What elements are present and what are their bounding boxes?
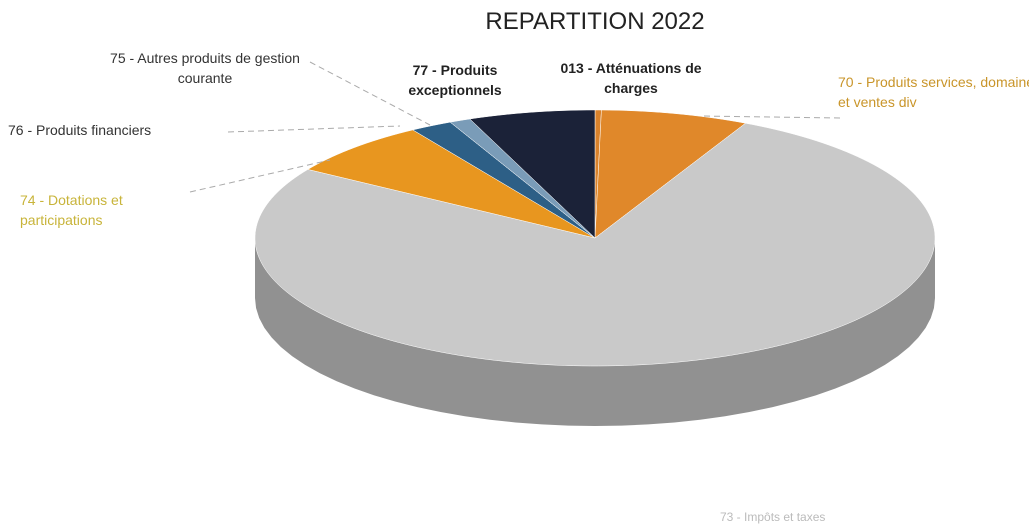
leader-line [189,159,331,193]
leader-line [227,125,401,133]
slice-label: 76 - Produits financiers [8,122,152,138]
slice-label: 75 - Autres produits de gestion courante [110,50,300,86]
slice [469,109,596,239]
leader-line [309,61,431,126]
slice-label: 73 - Impôts et taxes [720,510,826,524]
slice [412,121,596,239]
slice-label: 70 - Produits services, domaine et vente… [838,74,1029,110]
slice-label: 77 - Produits exceptionnels [408,62,502,98]
slice [307,129,596,239]
slice-label: 013 - Atténuations de charges [560,60,702,96]
chart-title: REPARTITION 2022 [485,8,705,35]
slice-label: 74 - Dotations et participations [20,192,123,228]
leader-line [699,115,841,119]
slice [594,109,747,239]
slice-side [255,238,935,426]
slice [254,122,936,367]
